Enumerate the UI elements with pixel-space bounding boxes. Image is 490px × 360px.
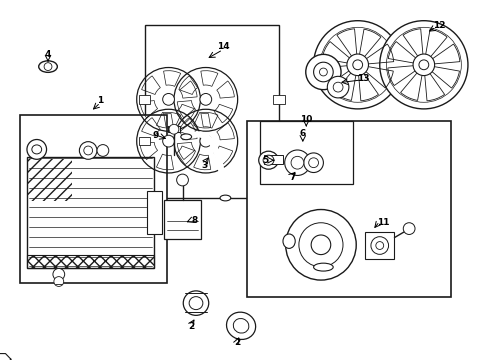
Bar (293, 225, 349, 263)
Text: 13: 13 (357, 74, 370, 83)
Bar (20, 115, 167, 283)
Circle shape (376, 242, 384, 249)
Circle shape (371, 237, 389, 254)
Text: 2: 2 (235, 338, 241, 347)
Circle shape (79, 142, 97, 159)
Circle shape (311, 235, 331, 255)
Bar (168, 126, 180, 132)
Circle shape (306, 54, 341, 90)
Circle shape (177, 174, 189, 186)
Text: 10: 10 (300, 115, 313, 124)
Bar (139, 95, 150, 104)
Circle shape (309, 158, 318, 168)
Ellipse shape (39, 61, 57, 72)
Ellipse shape (183, 291, 209, 315)
Bar (27, 159, 72, 201)
Circle shape (333, 82, 343, 92)
Circle shape (163, 135, 174, 147)
Circle shape (304, 153, 323, 172)
Circle shape (314, 62, 333, 82)
Text: 7: 7 (290, 173, 296, 182)
Circle shape (286, 210, 356, 280)
Bar (145, 25, 279, 198)
Circle shape (327, 76, 349, 98)
Text: 5: 5 (262, 156, 268, 165)
Bar (139, 137, 150, 145)
Text: 1: 1 (98, 96, 103, 105)
Text: 4: 4 (45, 50, 51, 59)
Bar (365, 232, 394, 259)
Ellipse shape (233, 319, 249, 333)
Circle shape (285, 150, 310, 175)
Ellipse shape (226, 312, 256, 339)
Text: 14: 14 (217, 42, 229, 51)
Bar (273, 95, 285, 104)
Circle shape (169, 124, 179, 134)
Bar (264, 155, 283, 164)
Text: 12: 12 (433, 21, 446, 30)
Circle shape (353, 60, 363, 70)
Circle shape (44, 63, 52, 71)
Circle shape (53, 269, 65, 280)
Bar (27, 157, 154, 268)
Ellipse shape (32, 145, 42, 154)
Ellipse shape (283, 234, 295, 248)
Circle shape (403, 223, 415, 234)
Bar (247, 121, 451, 297)
Circle shape (200, 135, 212, 147)
Ellipse shape (263, 155, 274, 165)
Bar (260, 121, 353, 184)
Circle shape (84, 146, 93, 155)
Bar (27, 255, 154, 268)
Text: 11: 11 (377, 218, 390, 227)
Text: 8: 8 (192, 216, 198, 225)
Circle shape (200, 94, 212, 105)
Circle shape (291, 156, 304, 169)
Bar (27, 255, 154, 268)
Circle shape (413, 54, 435, 76)
Bar (164, 200, 201, 239)
Bar (273, 137, 285, 145)
Text: 2: 2 (188, 323, 194, 331)
Bar (147, 191, 162, 234)
Ellipse shape (181, 134, 192, 140)
Circle shape (419, 60, 429, 70)
Ellipse shape (189, 297, 203, 310)
Ellipse shape (220, 195, 231, 201)
Circle shape (314, 21, 402, 109)
Text: 6: 6 (300, 130, 306, 139)
Ellipse shape (259, 151, 278, 169)
Text: 3: 3 (202, 161, 208, 170)
Ellipse shape (27, 140, 47, 159)
Circle shape (319, 68, 327, 76)
Circle shape (163, 94, 174, 105)
Circle shape (380, 21, 468, 109)
Circle shape (347, 54, 368, 76)
Circle shape (97, 145, 109, 156)
Ellipse shape (314, 263, 333, 271)
Circle shape (54, 276, 64, 287)
Text: 9: 9 (152, 131, 159, 140)
